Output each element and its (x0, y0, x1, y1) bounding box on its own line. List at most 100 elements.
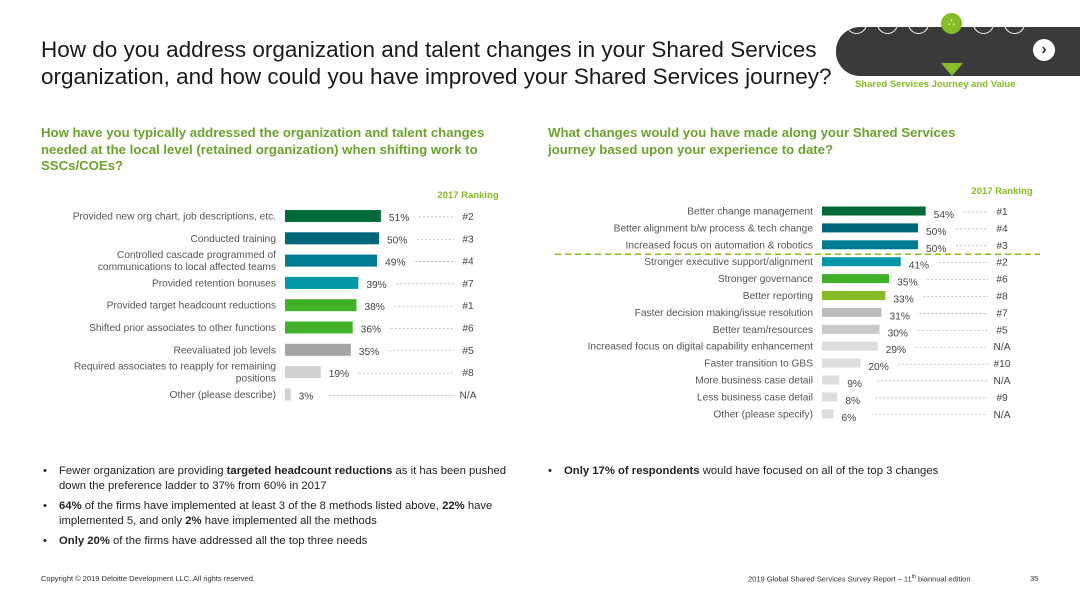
ranking-label: #4 (462, 257, 474, 268)
ranking-label: #9 (996, 393, 1008, 404)
value-label: 54% (934, 210, 954, 221)
bar (822, 324, 880, 334)
bar (822, 392, 838, 402)
category-label: Increased focus on automation & robotics (626, 240, 813, 251)
bar (285, 321, 353, 334)
bar (822, 409, 834, 419)
category-label: Faster decision making/issue resolution (635, 308, 813, 319)
value-label: 51% (389, 213, 409, 224)
value-label: 41% (909, 261, 929, 272)
category-label: Less business case detail (697, 392, 813, 403)
ranking-header: 2017 Ranking (971, 186, 1032, 197)
report-name: 2019 Global Shared Services Survey Repor… (748, 574, 971, 584)
value-label: 39% (366, 280, 386, 291)
category-label: Increased focus on digital capability en… (588, 342, 814, 353)
tools-icon[interactable]: ✎ (973, 13, 994, 34)
value-label: 38% (364, 302, 384, 313)
category-label: Controlled cascade programmed of (117, 250, 276, 261)
document-icon[interactable]: ≡ (877, 13, 898, 34)
ranking-label: N/A (994, 342, 1011, 353)
category-label: Better team/resources (713, 325, 813, 336)
ranking-header: 2017 Ranking (437, 190, 498, 201)
left-question: How have you typically addressed the org… (41, 125, 485, 173)
footprints-icon[interactable]: ∴ (941, 13, 962, 34)
ranking-label: #8 (462, 368, 474, 379)
value-label: 30% (888, 328, 908, 339)
value-label: 31% (890, 311, 910, 322)
bar (822, 375, 840, 385)
category-label: Provided target headcount reductions (107, 301, 276, 312)
value-label: 29% (886, 345, 906, 356)
bar (822, 257, 901, 267)
bullet-item: Only 17% of respondents would have focus… (546, 464, 956, 479)
ranking-label: #2 (462, 212, 474, 223)
value-label: 35% (359, 347, 379, 358)
nav-caption: Shared Services Journey and Value (855, 79, 1016, 90)
bar (285, 254, 378, 267)
category-label: positions (236, 374, 276, 385)
ranking-label: #8 (996, 292, 1008, 303)
category-label: Provided retention bonuses (152, 278, 276, 289)
gavel-icon[interactable]: ⚖ (908, 13, 929, 34)
category-label: Required associates to reapply for remai… (74, 362, 276, 373)
ranking-label: N/A (460, 390, 477, 401)
ranking-label: #3 (462, 234, 474, 245)
bar (822, 206, 926, 216)
bar (285, 232, 379, 245)
ranking-label: N/A (994, 410, 1011, 421)
value-label: 3% (299, 391, 314, 402)
bullet-item: 64% of the firms have implemented at lea… (41, 499, 521, 529)
bar (822, 358, 861, 368)
category-label: Faster transition to GBS (704, 359, 813, 370)
category-label: Reevaluated job levels (173, 345, 276, 356)
category-label: communications to local affected teams (98, 262, 276, 273)
next-arrow-icon[interactable]: › (1033, 39, 1055, 61)
bar (285, 299, 357, 312)
category-label: Stronger executive support/alignment (644, 257, 813, 268)
left-bar-chart: 2017 Ranking Provided new org chart, job … (73, 190, 499, 402)
ranking-label: #5 (462, 346, 474, 357)
value-label: 8% (845, 396, 860, 407)
ranking-label: N/A (994, 376, 1011, 387)
ranking-label: #1 (996, 207, 1008, 218)
value-label: 9% (847, 379, 862, 390)
ranking-label: #3 (996, 241, 1008, 252)
value-label: 50% (926, 244, 946, 255)
category-label: Other (please describe) (170, 390, 276, 401)
category-label: Better change management (687, 207, 813, 218)
ranking-label: #7 (462, 279, 474, 290)
bar (285, 210, 381, 222)
globe-icon[interactable]: ⊕ (846, 13, 867, 34)
right-question: What changes would you have made along y… (548, 125, 956, 157)
value-label: 33% (893, 295, 913, 306)
telescope-icon[interactable]: ⌖ (1004, 13, 1025, 34)
copyright: Copyright © 2019 Deloitte Development LL… (41, 574, 255, 583)
value-label: 6% (842, 413, 857, 424)
category-label: Provided new org chart, job descriptions… (73, 212, 276, 223)
ranking-label: #2 (996, 258, 1008, 269)
left-bullet-list: Fewer organization are providing targete… (41, 464, 521, 554)
ranking-label: #5 (996, 325, 1008, 336)
bar (285, 343, 351, 356)
ranking-label: #7 (996, 308, 1008, 319)
category-label: Shifted prior associates to other functi… (89, 323, 276, 334)
active-section-chevron (941, 63, 963, 76)
ranking-label: #6 (996, 275, 1008, 286)
bullet-item: Only 20% of the firms have addressed all… (41, 534, 521, 549)
bar (822, 274, 890, 284)
ranking-label: #6 (462, 324, 474, 335)
ranking-label: #4 (996, 224, 1008, 235)
bar (285, 366, 321, 379)
bar (285, 388, 291, 401)
page-number: 35 (1030, 574, 1039, 583)
category-label: Better reporting (743, 291, 814, 302)
bar (285, 276, 359, 289)
ranking-label: #1 (462, 301, 474, 312)
category-label: Stronger governance (718, 274, 813, 285)
bar (822, 341, 878, 351)
bar (822, 291, 886, 300)
right-bar-chart: 2017 Ranking Better change management 54% #… (555, 186, 1040, 424)
category-label: Other (please specify) (713, 409, 813, 420)
bar (822, 240, 918, 250)
